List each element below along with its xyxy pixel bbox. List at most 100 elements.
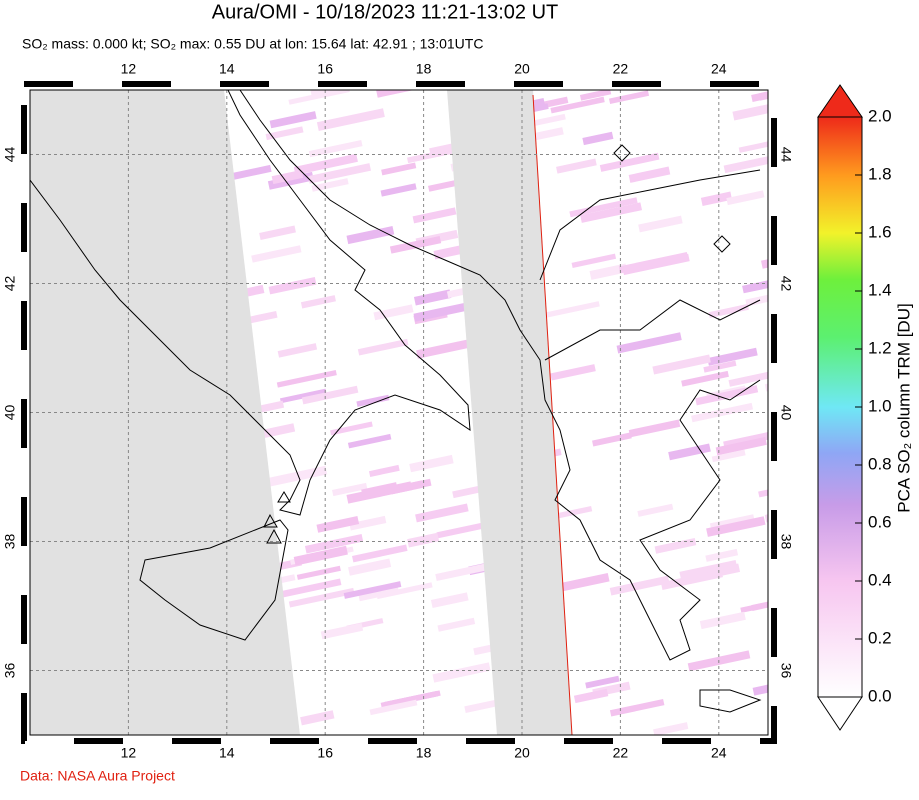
swath-stripe <box>406 145 465 164</box>
border <box>544 299 761 361</box>
x-tick-label: 24 <box>711 745 727 761</box>
colorbar-min-arrow <box>817 696 863 731</box>
swath-stripe <box>228 164 272 181</box>
swath-stripe <box>380 183 417 197</box>
swath-stripe <box>580 202 643 223</box>
swath-stripe <box>573 688 609 704</box>
swath-stripe <box>738 138 768 153</box>
swath-stripe <box>348 558 392 576</box>
swath-stripe <box>609 575 670 596</box>
swath-stripe <box>304 534 364 554</box>
swath-stripe <box>343 581 402 599</box>
swath-stripe <box>416 338 473 359</box>
y-tick-label: 40 <box>2 405 18 421</box>
colorbar-tick-label: 0.4 <box>868 570 892 589</box>
swath-stripe <box>389 235 442 254</box>
swath-stripe <box>592 432 632 447</box>
y-tick-label: 42 <box>2 276 18 292</box>
swath-stripe <box>288 90 350 105</box>
swath-stripe <box>300 710 335 726</box>
footer: Data: NASA Aura Project <box>20 768 175 784</box>
y-tick-label: 40 <box>778 405 794 421</box>
swath-stripe <box>745 289 768 307</box>
swath-stripe <box>700 191 733 207</box>
swath-stripe <box>769 93 800 105</box>
y-tick-label: 38 <box>2 534 18 550</box>
swath-stripe <box>356 394 390 407</box>
title: Aura/OMI - 10/18/2023 11:21-13:02 UT <box>212 1 559 23</box>
swath-stripe <box>638 215 683 233</box>
swath-stripe <box>751 90 768 103</box>
swath-stripe <box>706 516 766 537</box>
swath-stripe <box>707 347 758 366</box>
swath-stripe <box>259 225 296 240</box>
coastline <box>30 90 471 516</box>
coastline <box>139 519 289 641</box>
swath-stripe <box>579 90 612 101</box>
swath-stripe <box>308 163 371 184</box>
swath-stripe <box>310 90 366 96</box>
swath-stripe <box>269 111 317 129</box>
swath-stripe <box>415 503 469 523</box>
swath-stripe <box>316 108 385 131</box>
swath-stripe <box>251 245 302 263</box>
colorbar-max-arrow <box>817 84 863 118</box>
colorbar-tick-label: 0.2 <box>868 628 892 647</box>
y-tick-label: 42 <box>778 276 794 292</box>
y-tick-label: 36 <box>2 663 18 679</box>
swath-stripe <box>679 559 738 580</box>
swath-stripe <box>556 158 597 174</box>
swath-stripe <box>311 178 349 192</box>
swath-stripe <box>432 662 491 683</box>
x-tick-label: 14 <box>219 61 235 77</box>
swath-stripe <box>412 207 457 224</box>
marker <box>713 235 731 253</box>
x-tick-label: 20 <box>514 745 530 761</box>
x-tick-label: 22 <box>613 745 629 761</box>
swath-stripe <box>276 369 337 388</box>
x-tick-label: 24 <box>711 61 727 77</box>
coastline <box>239 90 761 661</box>
no-data-swath <box>447 90 572 735</box>
swath-stripe <box>464 698 503 713</box>
swath-stripe <box>637 503 674 517</box>
swath-stripe <box>349 515 387 531</box>
swath-stripe <box>308 139 363 158</box>
swath-stripe <box>300 295 336 309</box>
swath-stripe <box>288 587 355 608</box>
map-frame <box>29 89 769 736</box>
swath-stripe <box>361 482 398 495</box>
swath-stripe <box>728 366 768 387</box>
marker <box>613 144 631 162</box>
swath-stripe <box>608 90 650 105</box>
swath-stripe <box>599 152 660 172</box>
swath-stripe <box>585 675 620 689</box>
x-tick-label: 12 <box>121 745 137 761</box>
colorbar-tick-label: 1.0 <box>868 396 892 415</box>
swath-stripe <box>346 226 395 245</box>
swath-stripe <box>357 338 409 356</box>
swath-stripe <box>699 611 746 630</box>
swath-stripe <box>628 419 681 438</box>
swath-stripe <box>582 131 614 146</box>
colorbar-tick-label: 1.6 <box>868 222 892 241</box>
swath-stripe <box>726 190 765 206</box>
swath-stripe <box>703 360 737 373</box>
y-tick-label: 36 <box>778 663 794 679</box>
swath-stripe <box>380 690 441 709</box>
colorbar-tick-label: 1.2 <box>868 338 892 357</box>
swath-stripe <box>352 544 408 563</box>
axes: 12 12 14 14 16 16 18 18 20 20 22 22 24 24 36 36 38 38 40 40… <box>2 61 795 761</box>
colorbar-tick-label: 1.8 <box>868 164 892 183</box>
swath-stripe <box>742 272 768 294</box>
swath-stripe <box>268 277 317 295</box>
colorbar: 0.0 0.2 0.4 0.6 0.8 1.0 1.2 1.4 1.6 1.8 2.0 <box>817 84 892 731</box>
swath-stripe <box>616 332 682 354</box>
swath-stripe <box>681 370 729 387</box>
x-tick-label: 20 <box>514 61 530 77</box>
swath-stripe <box>705 548 739 562</box>
swath-stripe <box>376 582 433 600</box>
swath-stripe <box>437 617 476 632</box>
colorbar-tick-label: 2.0 <box>868 106 892 125</box>
swath-stripe <box>569 197 638 218</box>
